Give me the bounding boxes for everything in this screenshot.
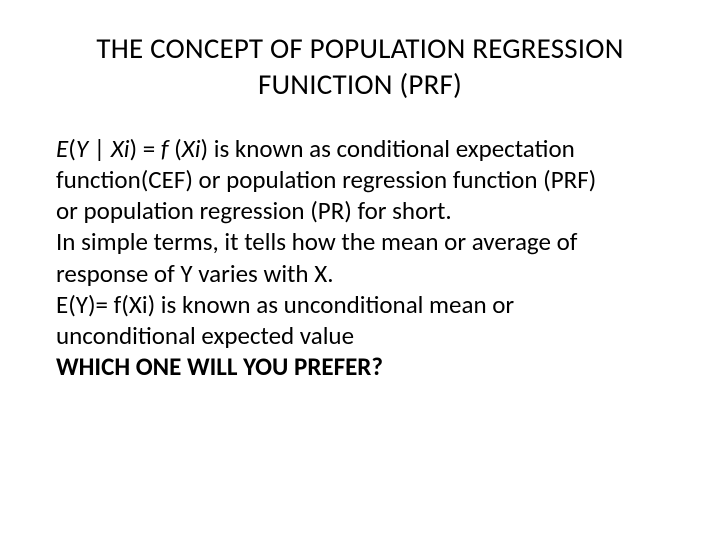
body-line-5: response of Y varies with X. [56, 258, 664, 289]
math-mid: ) = [130, 133, 161, 164]
body-line-6: E(Y)= f(Xi) is known as unconditional me… [56, 289, 664, 320]
body-line-4: In simple terms, it tells how the mean o… [56, 226, 664, 257]
body-line-8: WHICH ONE WILL YOU PREFER? [56, 351, 664, 382]
math-bar: | [94, 133, 111, 164]
math-rest: ) is known as conditional expectation [200, 133, 574, 164]
body-line-7: unconditional expected value [56, 320, 664, 351]
body-line-3: or population regression (PR) for short. [56, 195, 664, 226]
math-E: E [56, 133, 68, 164]
body-line-2: function(CEF) or population regression f… [56, 164, 664, 195]
math-open2: ( [174, 133, 182, 164]
slide-container: THE CONCEPT OF POPULATION REGRESSION FUN… [0, 0, 720, 540]
slide-title: THE CONCEPT OF POPULATION REGRESSION FUN… [50, 30, 670, 103]
body-line-1: E(Y | Xi) = f (Xi) is known as condition… [56, 133, 664, 164]
title-line-2: FUNICTION (PRF) [258, 66, 462, 102]
math-open1: ( [68, 133, 76, 164]
slide-body: E(Y | Xi) = f (Xi) is known as condition… [50, 133, 670, 383]
math-Xi1: Xi [111, 133, 130, 164]
math-Xi2: Xi [182, 133, 201, 164]
math-Y: Y [76, 133, 94, 164]
title-line-1: THE CONCEPT OF POPULATION REGRESSION [96, 30, 623, 66]
math-f: f [161, 133, 174, 164]
